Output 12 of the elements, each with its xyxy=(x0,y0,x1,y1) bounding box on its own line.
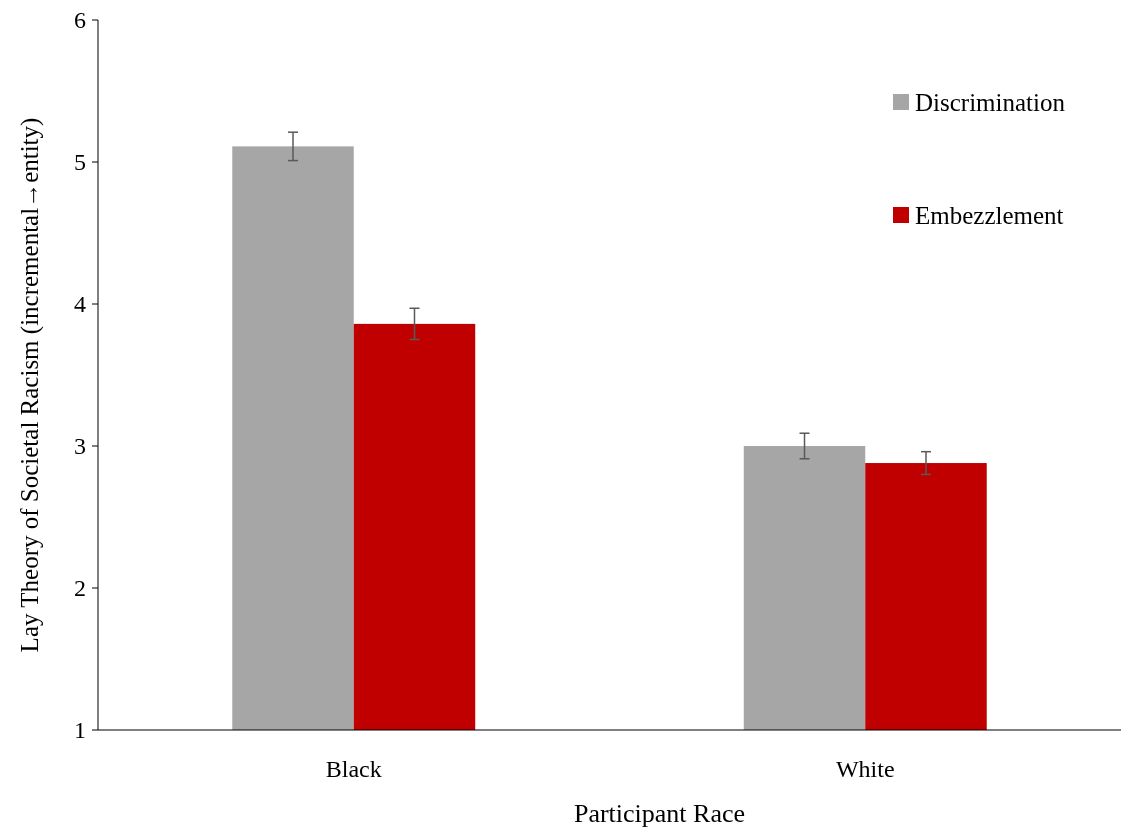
legend-label: Discrimination xyxy=(915,88,1066,116)
y-tick-label: 3 xyxy=(74,433,86,460)
y-tick-label: 1 xyxy=(74,717,86,744)
x-axis-title: Participant Race xyxy=(573,799,746,828)
y-tick-label: 6 xyxy=(74,7,86,34)
y-tick-label: 5 xyxy=(74,149,86,176)
x-tick-label: White xyxy=(835,756,895,782)
x-tick-label: Black xyxy=(325,756,382,782)
y-tick-label: 2 xyxy=(74,575,86,602)
legend-label: Embezzlement xyxy=(915,201,1064,229)
y-axis-title: Lay Theory of Societal Racism (incremental→entity) xyxy=(16,117,44,653)
y-tick-label: 4 xyxy=(74,291,86,318)
